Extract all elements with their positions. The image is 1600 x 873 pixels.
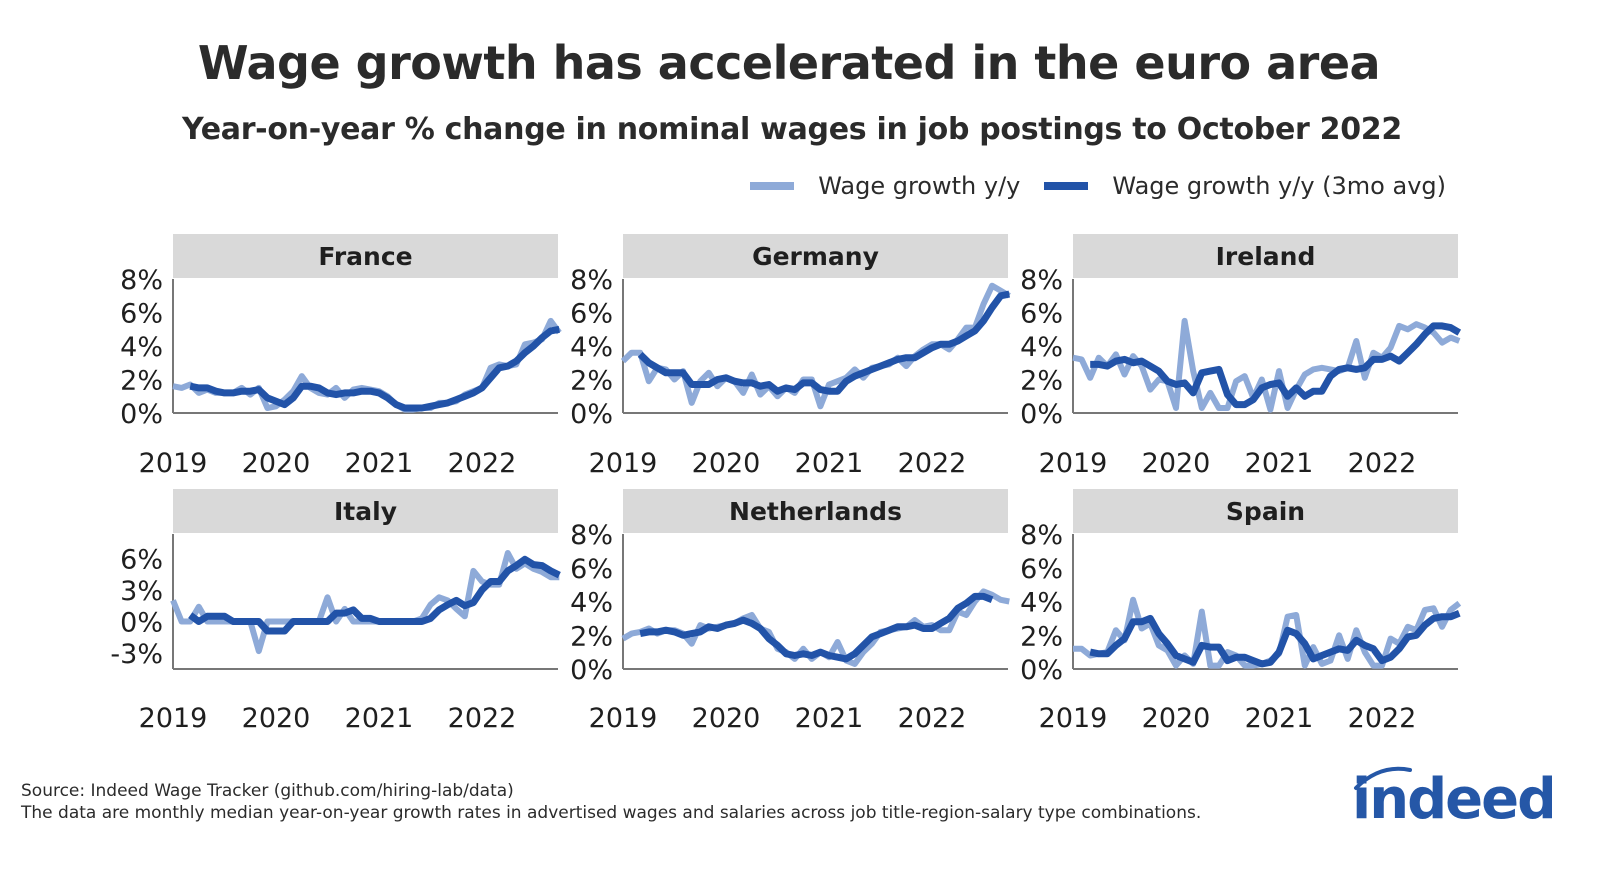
y-tick-label: 8% (570, 265, 613, 296)
series-line-3mo-avg (188, 555, 561, 635)
legend-swatch-avg (1044, 182, 1089, 190)
logo-arc-icon (1354, 766, 1412, 790)
series-line-3mo-avg (1090, 322, 1462, 409)
y-tick-label: 6% (120, 544, 163, 575)
panel-header-germany (623, 234, 1008, 278)
x-tick-label: 2019 (139, 703, 208, 734)
y-tick-label: -3% (110, 639, 163, 670)
y-tick-label: 2% (1020, 621, 1063, 652)
x-tick-label: 2020 (1142, 703, 1211, 734)
x-tick-label: 2019 (139, 448, 208, 479)
y-tick-label: 2% (120, 366, 163, 397)
y-tick-label: 8% (1020, 520, 1063, 551)
panel-france: France 0%2%4%6%8% 2019 2020 2021 2022 (120, 234, 562, 479)
y-tick-label: 0% (1020, 655, 1063, 686)
x-tick-label: 2021 (345, 448, 414, 479)
x-tick-label: 2019 (589, 703, 658, 734)
logo-text: indeed (1352, 767, 1552, 828)
y-tick-label: 4% (570, 588, 613, 619)
chart-title: Wage growth has accelerated in the euro … (197, 36, 1381, 90)
y-tick-label: 6% (1020, 554, 1063, 585)
source-note: Source: Indeed Wage Tracker (github.com/… (21, 781, 514, 801)
series-line-3mo-avg (637, 290, 1010, 395)
x-tick-label: 2020 (692, 448, 761, 479)
y-tick-label: 0% (570, 655, 613, 686)
y-tick-label: 4% (570, 332, 613, 363)
x-tick-label: 2021 (1245, 448, 1314, 479)
panel-header-netherlands (623, 489, 1008, 533)
x-tick-label: 2020 (1142, 448, 1211, 479)
panel-germany: Germany 0%2%4%6%8% 2019 2020 2021 2022 (570, 234, 1011, 479)
panel-title: Italy (334, 497, 397, 526)
panel-title: Ireland (1216, 242, 1316, 271)
y-tick-label: 0% (1020, 399, 1063, 430)
y-tick-label: 2% (1020, 366, 1063, 397)
x-tick-label: 2022 (1348, 703, 1417, 734)
y-tick-label: 0% (120, 608, 163, 639)
y-tick-label: 0% (570, 399, 613, 430)
legend-item-avg: Wage growth y/y (3mo avg) (1044, 172, 1446, 200)
x-tick-label: 2020 (692, 703, 761, 734)
y-tick-label: 6% (120, 299, 163, 330)
y-tick-label: 3% (120, 576, 163, 607)
y-tick-label: 2% (570, 621, 613, 652)
y-tick-label: 6% (570, 554, 613, 585)
series-line-raw (170, 550, 560, 655)
legend-swatch-raw (750, 182, 795, 190)
panel-header-italy (173, 489, 558, 533)
panel-netherlands: Netherlands 0%2%4%6%8% 2019 2020 2021 2022 (570, 489, 1010, 734)
y-tick-label: 4% (1020, 332, 1063, 363)
panel-title: Netherlands (729, 497, 902, 526)
indeed-logo: indeed (1352, 766, 1552, 828)
panel-header-spain (1073, 489, 1458, 533)
y-tick-label: 4% (1020, 588, 1063, 619)
x-tick-label: 2021 (795, 448, 864, 479)
panel-title: France (318, 242, 412, 271)
panel-title: Germany (752, 242, 879, 271)
legend-item-raw: Wage growth y/y (750, 172, 1020, 200)
x-tick-label: 2020 (242, 448, 311, 479)
x-tick-label: 2019 (1039, 448, 1108, 479)
y-tick-label: 8% (1020, 265, 1063, 296)
panel-ireland: Ireland 0%2%4%6%8% 2019 2020 2021 2022 (1020, 234, 1462, 479)
panel-italy: Italy -3%0%3%6% 2019 2020 2021 2022 (110, 489, 561, 734)
y-tick-label: 8% (120, 265, 163, 296)
y-tick-label: 4% (120, 332, 163, 363)
x-tick-label: 2020 (242, 703, 311, 734)
legend: Wage growth y/y Wage growth y/y (3mo avg… (726, 172, 1446, 200)
legend-label-raw: Wage growth y/y (818, 172, 1021, 200)
x-tick-label: 2019 (1039, 703, 1108, 734)
methodology-note: The data are monthly median year-on-year… (21, 803, 1202, 823)
x-tick-label: 2021 (1245, 703, 1314, 734)
x-tick-label: 2022 (448, 448, 517, 479)
x-tick-label: 2021 (345, 703, 414, 734)
series-line-3mo-avg (189, 325, 560, 412)
footer: Source: Indeed Wage Tracker (github.com/… (21, 780, 1201, 824)
y-tick-label: 2% (570, 366, 613, 397)
y-tick-label: 0% (120, 399, 163, 430)
series-line-3mo-avg (1089, 610, 1461, 668)
panel-title: Spain (1226, 497, 1305, 526)
x-tick-label: 2019 (589, 448, 658, 479)
legend-label-avg: Wage growth y/y (3mo avg) (1112, 172, 1446, 200)
panel-header-ireland (1073, 234, 1458, 278)
x-tick-label: 2021 (795, 703, 864, 734)
y-tick-label: 8% (570, 520, 613, 551)
x-tick-label: 2022 (898, 703, 967, 734)
x-tick-label: 2022 (448, 703, 517, 734)
series-line-3mo-avg (639, 592, 994, 663)
panel-spain: Spain 0%2%4%6%8% 2019 2020 2021 2022 (1020, 489, 1462, 734)
y-tick-label: 6% (1020, 299, 1063, 330)
chart-subtitle: Year-on-year % change in nominal wages i… (182, 112, 1402, 147)
panel-header-france (173, 234, 558, 278)
x-tick-label: 2022 (898, 448, 967, 479)
x-tick-label: 2022 (1348, 448, 1417, 479)
y-tick-label: 6% (570, 299, 613, 330)
